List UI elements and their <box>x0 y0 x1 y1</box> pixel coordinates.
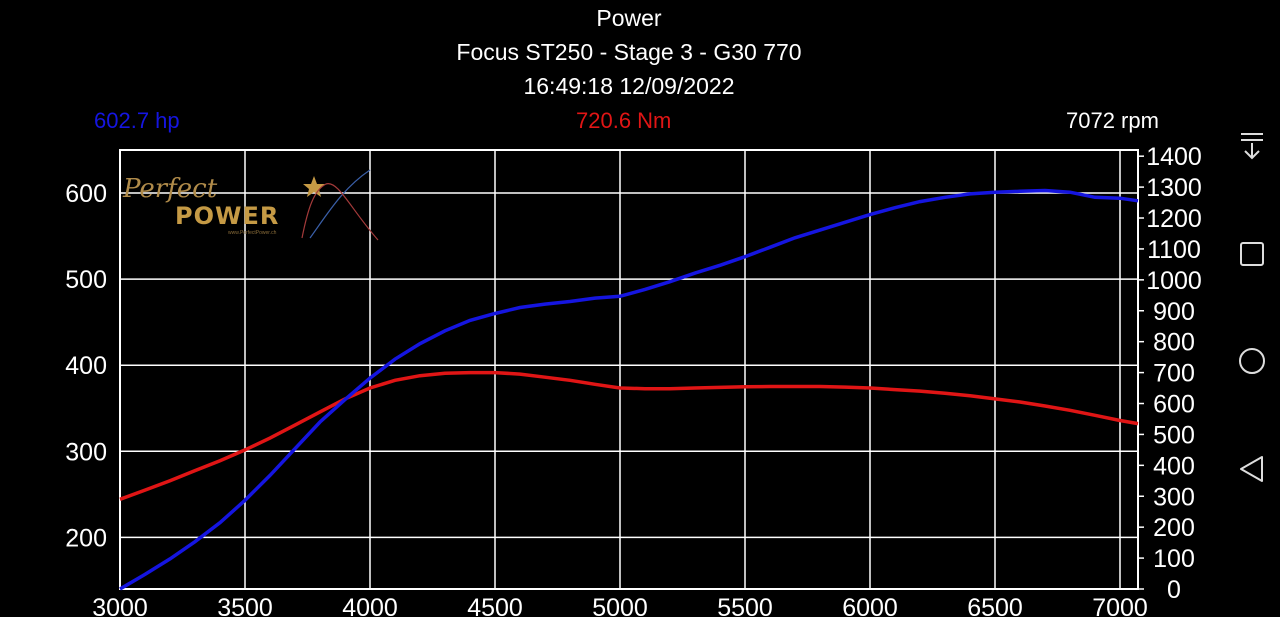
chart-title: Power <box>596 5 662 31</box>
y-right-tick-label: 1000 <box>1146 267 1202 295</box>
y-right-tick-label: 1100 <box>1147 236 1201 264</box>
y-left-tick-label: 600 <box>65 180 107 208</box>
y-right-tick-label: 500 <box>1153 421 1195 449</box>
y-left-tick-label: 400 <box>65 352 107 380</box>
y-right-tick-label: 0 <box>1167 576 1181 604</box>
x-tick-label: 3500 <box>217 594 273 617</box>
y-right-tick-label: 1300 <box>1146 174 1202 202</box>
y-right-tick-label: 400 <box>1153 452 1195 480</box>
x-axis-ticks: 3000 3500 4000 4500 5000 5500 6000 6500 7000 <box>92 594 1148 617</box>
square-icon[interactable] <box>1230 232 1274 276</box>
x-tick-label: 4500 <box>467 594 523 617</box>
logo-text-perfect: Perfect <box>123 174 218 204</box>
logo-text-power: POWER <box>175 202 280 230</box>
dyno-chart: 3000 3500 4000 4500 5000 5500 6000 6500 7000 200… <box>65 143 1202 617</box>
y-right-tick-label: 100 <box>1153 545 1195 573</box>
y-right-tick-label: 200 <box>1153 514 1195 542</box>
circle-icon[interactable] <box>1230 339 1274 383</box>
triangle-back-icon[interactable] <box>1230 447 1274 491</box>
y-right-tick-label: 1200 <box>1146 205 1202 233</box>
notification-pull-icon[interactable] <box>1230 124 1274 168</box>
power-readout: 602.7 hp <box>94 108 180 133</box>
chart-grid <box>119 149 1139 590</box>
y-right-tick-label: 1400 <box>1146 143 1202 171</box>
y-right-tick-label: 600 <box>1153 391 1195 419</box>
y-right-tick-label: 700 <box>1153 360 1195 388</box>
x-tick-label: 7000 <box>1092 594 1148 617</box>
torque-series-line <box>119 370 1139 501</box>
x-tick-label: 3000 <box>92 594 148 617</box>
perfect-power-logo: Perfect POWER www.PerfectPower.ch <box>118 168 388 248</box>
rpm-readout: 7072 rpm <box>1066 108 1159 133</box>
y-left-tick-label: 200 <box>65 524 107 552</box>
x-tick-label: 5500 <box>717 594 773 617</box>
y-axis-left-ticks: 200 300 400 500 600 <box>65 180 107 552</box>
y-right-tick-label: 800 <box>1153 329 1195 357</box>
y-left-tick-label: 300 <box>65 438 107 466</box>
chart-subtitle: Focus ST250 - Stage 3 - G30 770 <box>456 39 802 65</box>
android-navigation-bar <box>1222 0 1280 617</box>
chart-timestamp: 16:49:18 12/09/2022 <box>523 73 735 99</box>
x-tick-label: 6500 <box>967 594 1023 617</box>
y-right-tick-label: 300 <box>1153 483 1195 511</box>
x-tick-label: 4000 <box>342 594 398 617</box>
logo-url: www.PerfectPower.ch <box>228 230 277 236</box>
power-series-line <box>119 188 1139 591</box>
x-tick-label: 6000 <box>842 594 898 617</box>
logo-star-icon <box>301 169 379 241</box>
y-right-tick-label: 900 <box>1153 298 1195 326</box>
x-tick-label: 5000 <box>592 594 648 617</box>
y-left-tick-label: 500 <box>65 266 107 294</box>
torque-readout: 720.6 Nm <box>576 108 672 133</box>
